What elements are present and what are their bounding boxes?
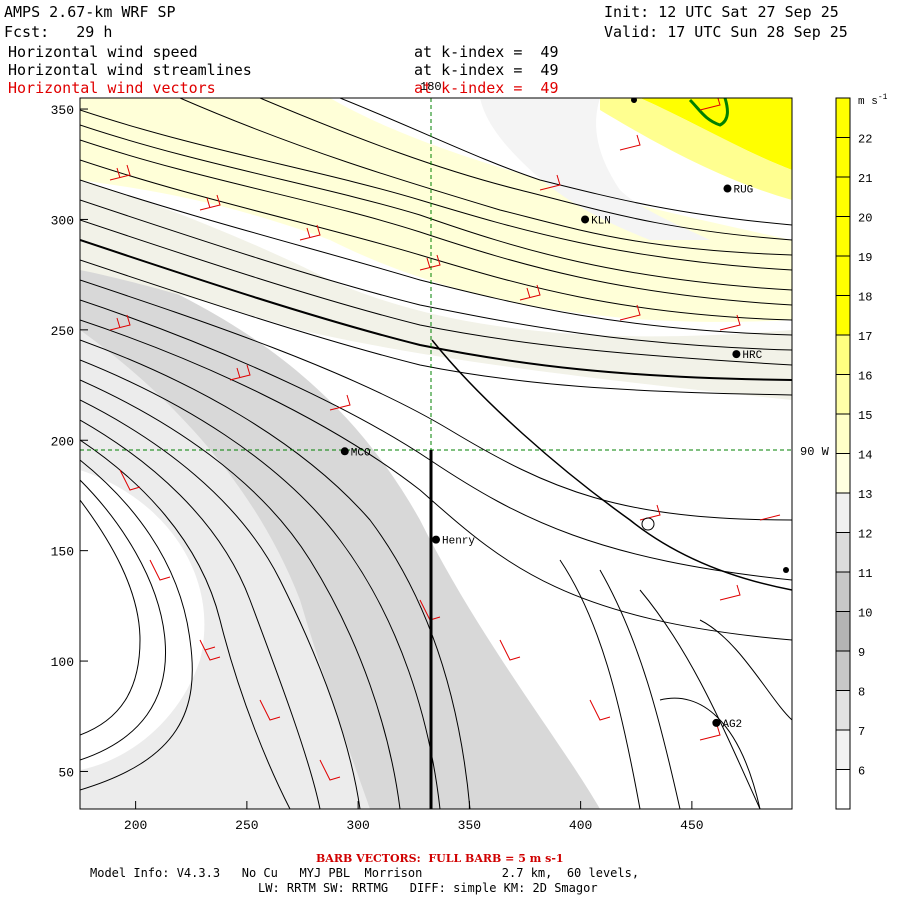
station-dot (631, 98, 637, 103)
field-name: Horizontal wind speed (8, 43, 198, 61)
station-label: Henry (442, 536, 475, 548)
colorbar-segment (836, 98, 850, 138)
x-tick-label: 300 (346, 818, 369, 833)
speed-shading-yellow (80, 98, 792, 322)
init-time: Init: 12 UTC Sat 27 Sep 25 (604, 3, 839, 21)
station-marker (581, 215, 590, 224)
station-marker (712, 718, 721, 727)
coastline-green (688, 98, 729, 127)
y-tick-label: 200 (51, 434, 74, 449)
y-tick-label: 150 (51, 545, 74, 560)
wind-barbs (109, 98, 781, 781)
x-tick-label: 350 (458, 818, 481, 833)
physics-info: LW: RRTM SW: RRTMG DIFF: simple KM: 2D S… (258, 881, 598, 895)
speed-shading-yellow-max (640, 98, 792, 170)
snow-white-terrain (480, 98, 710, 240)
x-tick-label: 450 (680, 818, 703, 833)
colorbar-segment (836, 572, 850, 612)
speed-shading-pale (80, 180, 792, 400)
meridian-label: 180 (420, 80, 442, 94)
colorbar-label: 6 (858, 765, 865, 779)
colorbar-label: 16 (858, 370, 872, 384)
y-tick-label: 350 (51, 103, 74, 118)
colorbar-label: 10 (858, 607, 872, 621)
field-level: at k-index = 49 (414, 61, 559, 79)
colorbar-label: 9 (858, 646, 865, 660)
station-marker (723, 184, 732, 193)
station-marker (432, 535, 440, 544)
plot-frame (79, 97, 793, 810)
model-title: AMPS 2.67-km WRF SP (4, 3, 176, 21)
colorbar-segment (836, 769, 850, 810)
colorbar-segment (836, 453, 850, 494)
forecast-hour: Fcst: 29 h (4, 23, 113, 41)
streamlines (80, 98, 792, 809)
colorbar-segment (836, 493, 850, 533)
colorbar-segment (836, 611, 850, 652)
x-tick-label: 400 (569, 818, 592, 833)
colorbar-label: 15 (858, 409, 872, 423)
field-level: at k-index = 49 (414, 79, 559, 97)
colorbar-segment (836, 414, 850, 454)
colorbar-segment (836, 295, 850, 336)
station-label: KLN (591, 215, 611, 227)
colorbar-label: 13 (858, 488, 872, 502)
colorbar-segment (836, 177, 850, 217)
valid-time: Valid: 17 UTC Sun 28 Sep 25 (604, 23, 848, 41)
field-name: Horizontal wind streamlines (8, 61, 252, 79)
axes: 200 250 300 350 400 450 350 300 250 200 150 100 50 (51, 103, 704, 833)
colorbar-segment (836, 651, 850, 691)
y-tick-label: 300 (51, 213, 74, 228)
colorbar-segment (836, 335, 850, 375)
colorbar: 22 21 20 19 18 17 16 15 14 13 12 11 10 9 8 7 6 (835, 97, 872, 810)
colorbar-label: 20 (858, 212, 872, 226)
station-label: RUG (733, 185, 753, 197)
model-info: Model Info: V4.3.3 No Cu MYJ PBL Morriso… (90, 866, 640, 880)
colorbar-label: 8 (858, 686, 865, 700)
parallel-label: 90 W (800, 445, 830, 459)
station-dot (783, 567, 789, 573)
colorbar-segment (836, 374, 850, 415)
colorbar-segment (836, 137, 850, 178)
colorbar-segment (836, 532, 850, 573)
y-tick-label: 250 (51, 324, 74, 339)
colorbar-label: 11 (858, 567, 872, 581)
colorbar-segment (836, 256, 850, 296)
colorbar-units: m s-1 (858, 93, 888, 108)
colorbar-segment (836, 690, 850, 731)
barb-legend: BARB VECTORS: FULL BARB = 5 m s-1 (316, 852, 564, 865)
colorbar-label: 14 (858, 449, 872, 463)
colorbar-label: 12 (858, 528, 872, 542)
stations: MCO Henry KLN RUG HRC AG2 (340, 184, 763, 731)
station-label: MCO (351, 447, 371, 459)
colorbar-segment (836, 216, 850, 257)
x-tick-label: 200 (124, 818, 147, 833)
colorbar-label: 22 (858, 133, 872, 147)
colorbar-label: 19 (858, 251, 872, 265)
station-label: HRC (742, 350, 762, 362)
y-tick-label: 50 (58, 765, 74, 780)
colorbar-label: 7 (858, 725, 865, 739)
field-name: Horizontal wind vectors (8, 79, 216, 97)
speed-shading-yellow-mid (600, 98, 792, 200)
colorbar-label: 17 (858, 330, 872, 344)
field-level: at k-index = 49 (414, 43, 559, 61)
station-label: AG2 (722, 719, 742, 731)
colorbar-label: 21 (858, 172, 872, 186)
colorbar-label: 18 (858, 291, 872, 305)
y-tick-label: 100 (51, 655, 74, 670)
low-center-marker (641, 517, 655, 531)
colorbar-segment (836, 730, 850, 770)
station-marker (340, 447, 349, 456)
station-marker (732, 350, 741, 359)
x-tick-label: 250 (235, 818, 258, 833)
speed-shading-white-core (80, 470, 205, 770)
